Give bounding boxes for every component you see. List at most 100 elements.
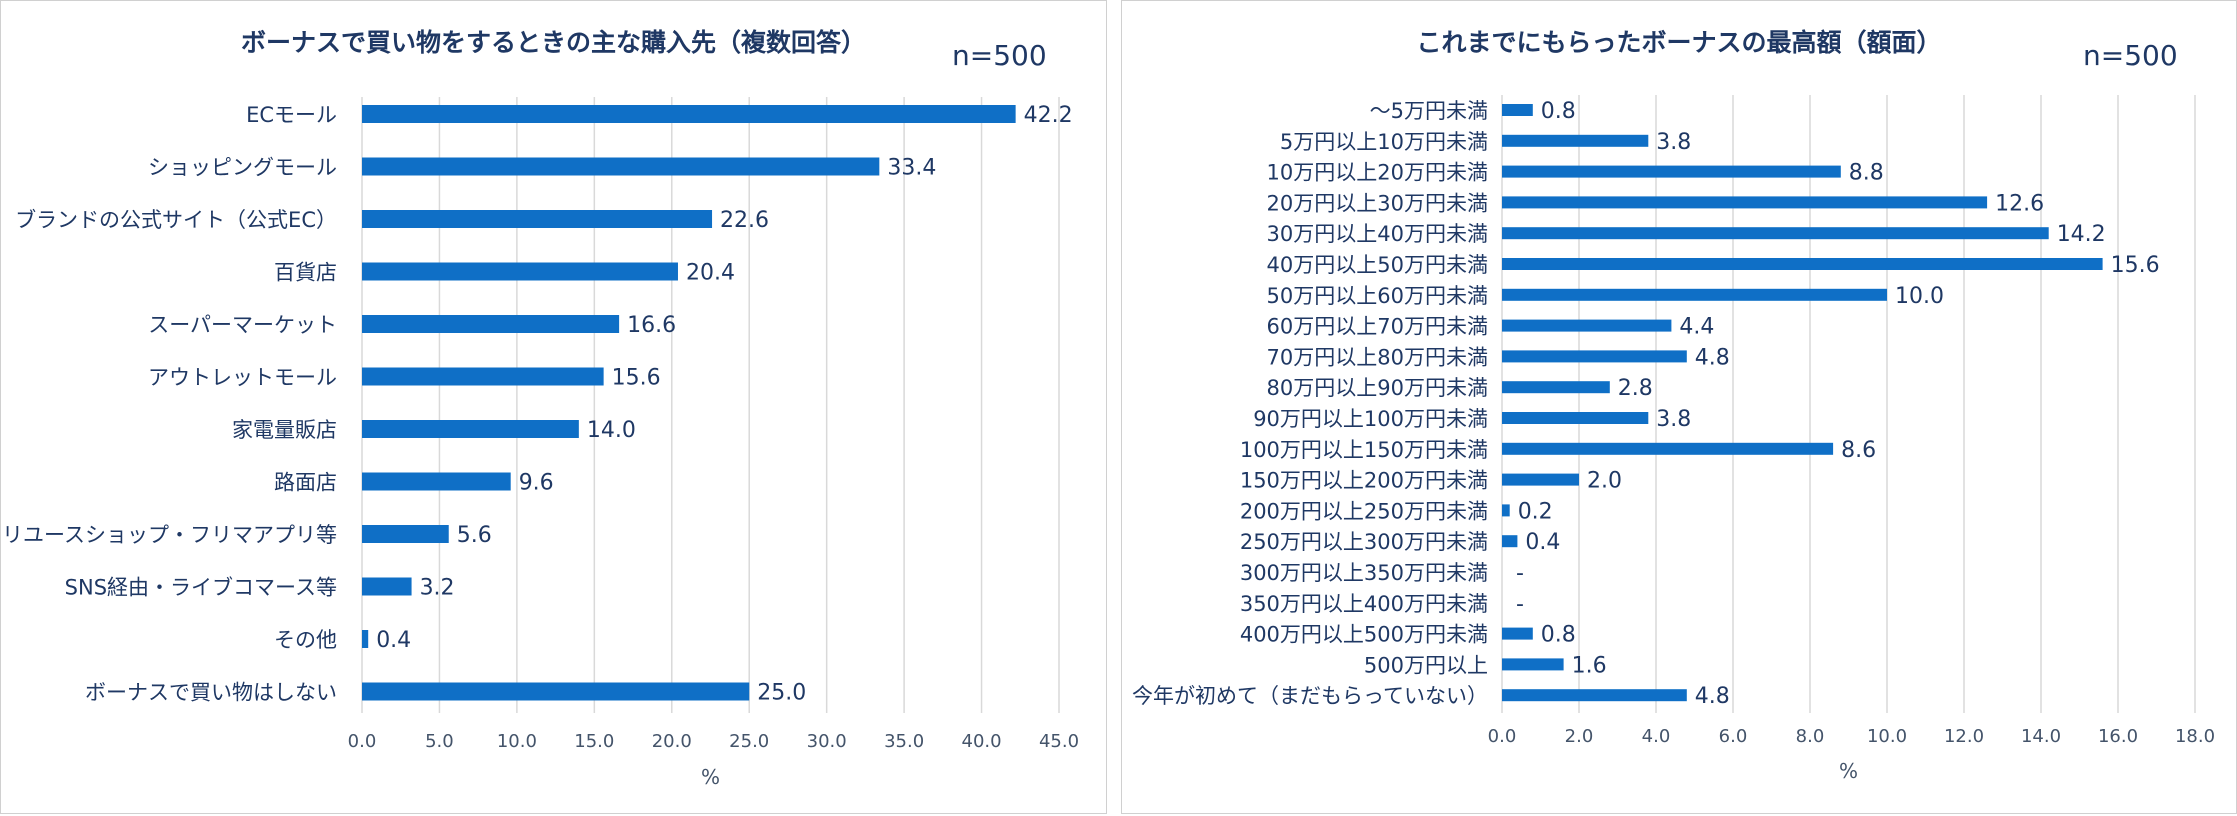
data-label: 16.6	[627, 313, 676, 338]
bar	[362, 315, 620, 333]
category-label: ショッピングモール	[148, 156, 337, 180]
bar-chart-left: 0.0 5.0 10.0 15.0 20.0 25.0 30.0 35.0 40.0 45.0% E…	[2, 97, 1079, 789]
category-label: 今年が初めて（まだもらっていない）	[1132, 684, 1488, 708]
bar	[1502, 104, 1533, 116]
category-label: 家電量販店	[232, 418, 337, 442]
data-label: 3.2	[420, 576, 455, 601]
data-label: 4.4	[1679, 315, 1714, 340]
x-tick-label: 25.0	[729, 731, 769, 752]
data-label: 15.6	[612, 366, 661, 391]
category-label: 150万円以上200万円未満	[1240, 469, 1488, 493]
category-label: ～5万円未満	[1370, 99, 1488, 123]
bar-chart-right: 0.0 2.0 4.0 6.0 8.0 10.0 12.0 14.0 16.0 18.0% ～5万円…	[1132, 95, 2215, 783]
bar	[1502, 134, 1649, 147]
data-label: 12.6	[1995, 191, 2044, 216]
sample-size-label: n=500	[952, 39, 1047, 72]
bar	[1502, 196, 1988, 209]
x-tick-label: 14.0	[2021, 726, 2061, 747]
bar	[362, 630, 369, 648]
bar	[1502, 350, 1687, 363]
category-label: 70万円以上80万円未満	[1267, 345, 1488, 369]
data-label: 10.0	[1895, 284, 1944, 309]
data-label: -	[1516, 592, 1524, 617]
chart-panel-right: これまでにもらったボーナスの最高額（額面） n=500 0.0 2.0 4.0 6.0…	[1121, 0, 2237, 814]
bar	[1502, 412, 1649, 424]
data-label: 0.8	[1541, 623, 1576, 648]
data-label: 0.4	[376, 628, 411, 653]
data-label: 4.8	[1695, 684, 1730, 709]
category-label: その他	[274, 628, 337, 652]
x-tick-label: 5.0	[425, 731, 454, 752]
x-tick-label: 0.0	[348, 731, 377, 752]
data-label: 2.0	[1587, 469, 1622, 494]
category-label: 60万円以上70万円未満	[1267, 315, 1488, 339]
data-label: 0.8	[1541, 99, 1576, 124]
bar	[1502, 165, 1841, 178]
category-label: 50万円以上60万円未満	[1267, 284, 1488, 308]
data-label: 20.4	[686, 261, 735, 286]
data-label: -	[1516, 561, 1524, 586]
chart-title: これまでにもらったボーナスの最高額（額面）	[1416, 28, 1942, 57]
x-tick-label: 4.0	[1642, 726, 1671, 747]
data-label: 25.0	[757, 681, 806, 706]
data-label: 3.8	[1656, 130, 1691, 155]
category-label: 路面店	[274, 471, 337, 495]
data-label: 8.8	[1849, 161, 1884, 186]
bar	[362, 472, 511, 491]
x-tick-label: 20.0	[652, 731, 692, 752]
x-tick-label: 18.0	[2175, 726, 2215, 747]
category-label: スーパーマーケット	[148, 313, 337, 337]
data-label: 1.6	[1572, 653, 1607, 678]
category-label: 400万円以上500万円未満	[1240, 623, 1488, 647]
bar	[362, 262, 678, 281]
bar	[1502, 258, 2103, 270]
bar	[362, 105, 1016, 123]
category-label: アウトレットモール	[148, 366, 337, 390]
bar	[362, 367, 604, 386]
data-label: 0.4	[1525, 530, 1560, 555]
category-label: 300万円以上350万円未満	[1240, 561, 1488, 585]
data-label: 14.0	[587, 418, 636, 443]
category-label: 20万円以上30万円未満	[1267, 191, 1488, 215]
x-tick-label: 40.0	[962, 731, 1002, 752]
category-label: 250万円以上300万円未満	[1240, 530, 1488, 554]
category-label: 10万円以上20万円未満	[1267, 161, 1488, 185]
category-label: 40万円以上50万円未満	[1267, 253, 1488, 277]
bar	[1502, 473, 1579, 486]
data-label: 9.6	[519, 471, 554, 496]
category-label: SNS経由・ライブコマース等	[65, 576, 337, 600]
bar	[1502, 627, 1533, 640]
bar	[1502, 381, 1610, 394]
chart-panel-left: ボーナスで買い物をするときの主な購入先（複数回答） n=500 0.0 5.0 10…	[0, 0, 1107, 814]
data-label: 33.4	[887, 156, 936, 181]
bar	[362, 525, 449, 543]
bar	[1502, 288, 1887, 301]
sample-size-label: n=500	[2083, 39, 2178, 72]
data-label: 14.2	[2057, 222, 2106, 247]
x-tick-label: 10.0	[1867, 726, 1907, 747]
bar	[1502, 689, 1687, 702]
category-label: 80万円以上90万円未満	[1267, 376, 1488, 400]
x-tick-label: 16.0	[2098, 726, 2138, 747]
bar	[1502, 442, 1834, 455]
category-label: ECモール	[246, 103, 337, 127]
bar	[1502, 319, 1672, 332]
category-label: 100万円以上150万円未満	[1240, 438, 1488, 462]
x-tick-label: 12.0	[1944, 726, 1984, 747]
category-label: 500万円以上	[1364, 653, 1488, 677]
category-label: 200万円以上250万円未満	[1240, 499, 1488, 523]
category-label: 90万円以上100万円未満	[1253, 407, 1488, 431]
category-label: 30万円以上40万円未満	[1267, 222, 1488, 246]
data-label: 22.6	[720, 208, 769, 233]
bar	[362, 682, 750, 701]
bar	[362, 157, 880, 176]
bar	[1502, 227, 2049, 240]
x-tick-label: 2.0	[1565, 726, 1594, 747]
x-tick-label: 10.0	[497, 731, 537, 752]
category-label: 5万円以上10万円未満	[1280, 130, 1488, 154]
category-label: リユースショップ・フリマアプリ等	[2, 523, 337, 547]
data-label: 2.8	[1618, 376, 1653, 401]
x-tick-label: 6.0	[1719, 726, 1748, 747]
bar	[1502, 535, 1518, 548]
bar	[1502, 658, 1564, 671]
